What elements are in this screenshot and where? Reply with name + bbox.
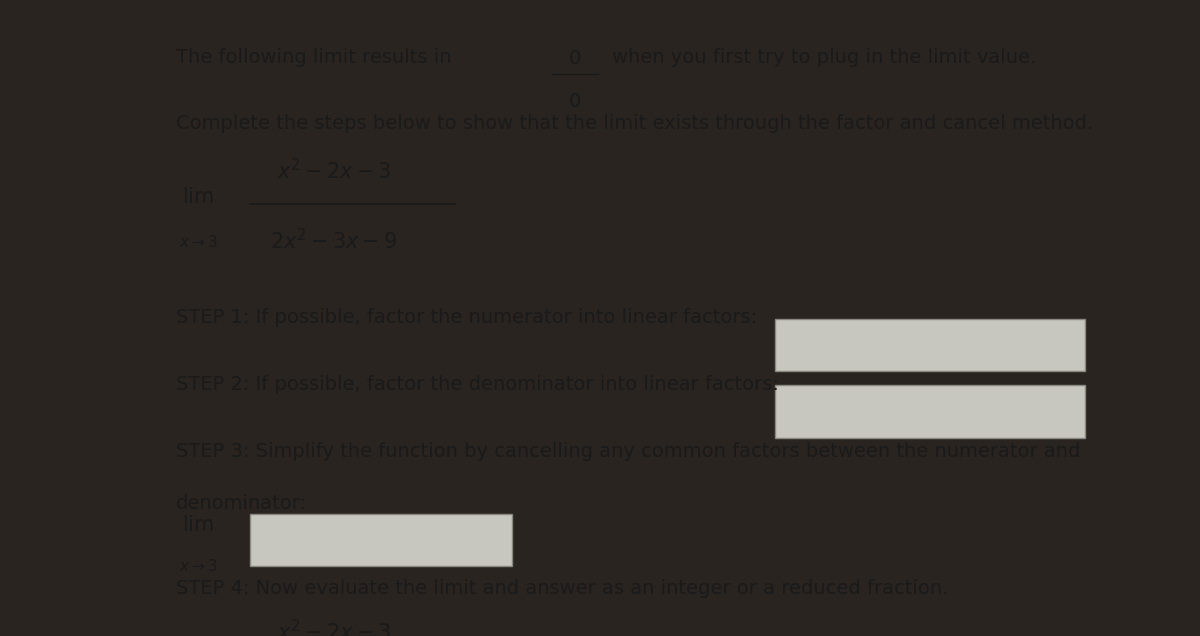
Text: STEP 3: Simplify the function by cancelling any common factors between the numer: STEP 3: Simplify the function by cancell…	[176, 442, 1081, 461]
Text: $x^2 - 2x - 3$: $x^2 - 2x - 3$	[277, 158, 391, 183]
Text: Complete the steps below to show that the limit exists through the factor and ca: Complete the steps below to show that th…	[176, 114, 1093, 134]
Text: The following limit results in: The following limit results in	[176, 48, 451, 67]
Text: denominator:: denominator:	[176, 494, 307, 513]
FancyBboxPatch shape	[250, 514, 512, 566]
FancyBboxPatch shape	[775, 385, 1085, 438]
Text: $2x^2 - 3x - 9$: $2x^2 - 3x - 9$	[270, 228, 397, 253]
Text: STEP 2: If possible, factor the denominator into linear factors:: STEP 2: If possible, factor the denomina…	[176, 375, 779, 394]
Text: $\lim$: $\lim$	[181, 515, 214, 535]
Text: 0: 0	[569, 92, 581, 111]
Text: 0: 0	[569, 49, 581, 68]
Text: STEP 1: If possible, factor the numerator into linear factors:: STEP 1: If possible, factor the numerato…	[176, 308, 757, 328]
Text: $x^2 - 2x - 3$: $x^2 - 2x - 3$	[277, 619, 391, 636]
Text: $x{\to}3$: $x{\to}3$	[180, 558, 218, 574]
Text: when you first try to plug in the limit value.: when you first try to plug in the limit …	[612, 48, 1037, 67]
Text: $\lim$: $\lim$	[181, 187, 214, 207]
FancyBboxPatch shape	[775, 319, 1085, 371]
Text: STEP 4: Now evaluate the limit and answer as an integer or a reduced fraction.: STEP 4: Now evaluate the limit and answe…	[176, 579, 949, 598]
Text: $x{\to}3$: $x{\to}3$	[180, 233, 218, 250]
